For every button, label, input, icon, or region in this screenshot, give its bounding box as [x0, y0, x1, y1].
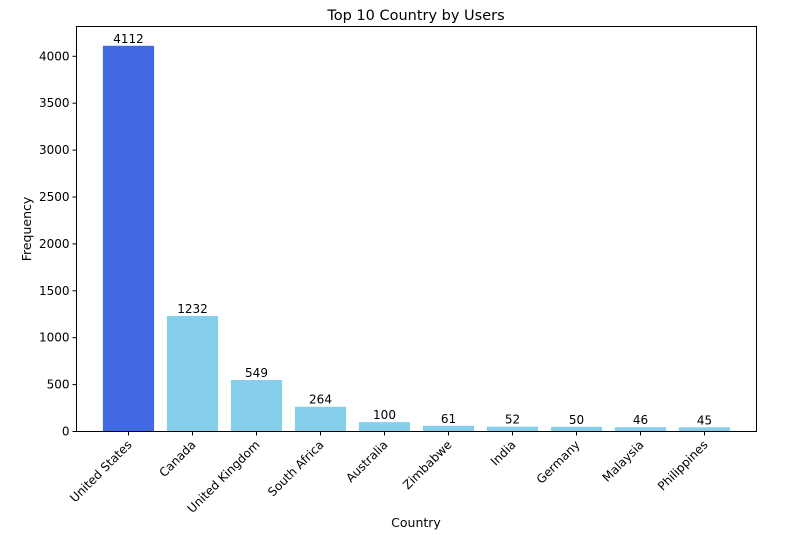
data-label: 100 [373, 408, 396, 422]
y-tick-label: 1000 [39, 331, 70, 345]
x-tick-label: Malaysia [600, 438, 647, 485]
x-tick-label: Germany [534, 438, 583, 487]
chart-title: Top 10 Country by Users [326, 8, 504, 24]
y-axis-label: Frequency [19, 196, 34, 261]
bar-zimbabwe [422, 425, 475, 432]
bar-philippines [678, 427, 731, 432]
x-tick-label: Canada [156, 438, 198, 480]
y-tick-label: 2500 [39, 190, 70, 204]
x-tick-label: Philippines [655, 438, 711, 494]
plot-area-frame [76, 26, 757, 432]
x-tick-label: Zimbabwe [400, 438, 454, 492]
bar-australia [358, 422, 411, 432]
y-tick-label: 0 [62, 425, 70, 439]
y-tick-label: 2000 [39, 237, 70, 251]
data-label: 4112 [113, 32, 144, 46]
y-tick-label: 4000 [39, 49, 70, 63]
x-tick-label: South Africa [265, 438, 326, 499]
y-tick-label: 1500 [39, 284, 70, 298]
bar-united-kingdom [230, 380, 283, 432]
data-label: 1232 [177, 302, 208, 316]
data-label: 61 [441, 412, 456, 426]
data-label: 549 [245, 366, 268, 380]
bar-canada [166, 315, 219, 432]
bar-south-africa [294, 406, 347, 432]
data-label: 50 [569, 413, 584, 427]
y-tick-label: 500 [47, 378, 70, 392]
x-tick-label: United States [67, 438, 134, 505]
bar-united-states [102, 45, 155, 432]
y-tick-label: 3500 [39, 96, 70, 110]
data-label: 264 [309, 393, 332, 407]
bar-india [486, 426, 539, 432]
y-tick-label: 3000 [39, 143, 70, 157]
x-tick-label: India [488, 438, 519, 469]
data-label: 45 [697, 413, 712, 427]
data-label: 46 [633, 413, 648, 427]
x-axis-label: Country [391, 515, 441, 530]
bars-group: 4112 1232 549 264 100 61 52 50 46 45 [102, 32, 731, 432]
x-tick-label: Australia [343, 438, 390, 485]
bar-germany [550, 426, 603, 432]
data-label: 52 [505, 413, 520, 427]
bar-malaysia [614, 427, 667, 432]
y-axis: 0 500 1000 1500 2000 2500 3000 3500 4000 [39, 49, 77, 439]
